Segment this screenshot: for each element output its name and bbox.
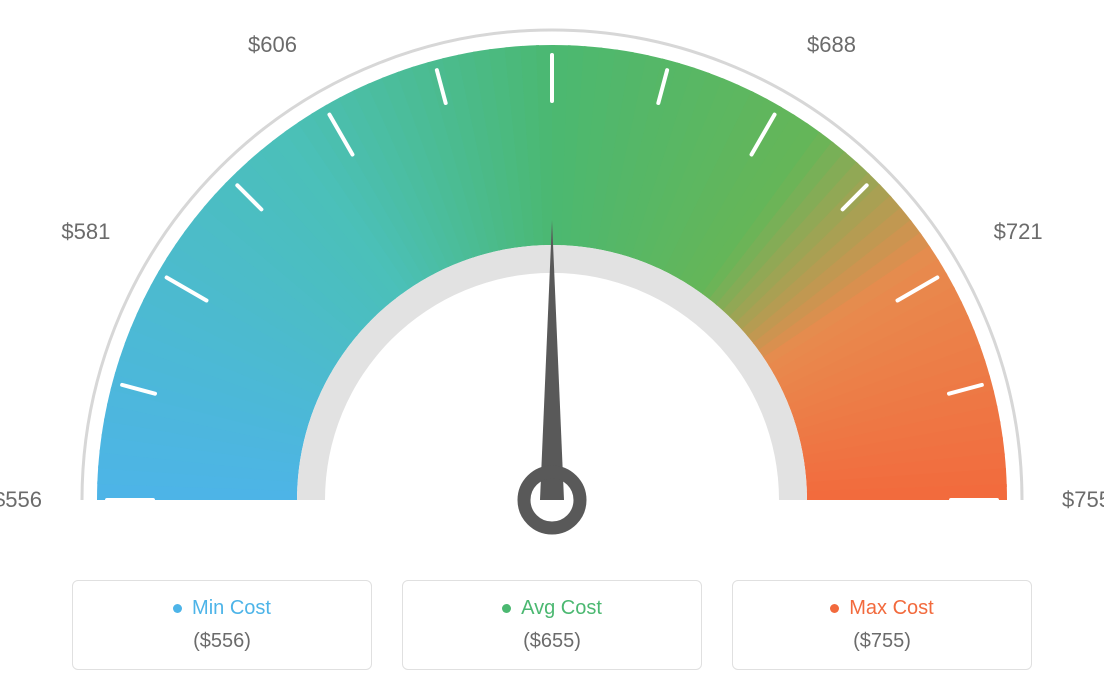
tick-label: $556: [0, 487, 42, 513]
legend-label-text: Max Cost: [849, 597, 933, 620]
legend-title: Avg Cost: [502, 597, 602, 620]
gauge-svg: [0, 0, 1104, 560]
legend-box: Avg Cost ($655): [402, 580, 702, 670]
legend-value: ($556): [93, 630, 351, 653]
legend-row: Min Cost ($556) Avg Cost ($655) Max Cost ($75…: [0, 580, 1104, 670]
tick-label: $721: [994, 219, 1043, 245]
tick-label: $581: [61, 219, 110, 245]
legend-value: ($655): [423, 630, 681, 653]
tick-label: $606: [248, 32, 297, 58]
legend-value: ($755): [753, 630, 1011, 653]
legend-box: Max Cost ($755): [732, 580, 1032, 670]
legend-title: Max Cost: [830, 597, 933, 620]
legend-box: Min Cost ($556): [72, 580, 372, 670]
legend-label-text: Avg Cost: [521, 597, 602, 620]
tick-label: $755: [1062, 487, 1104, 513]
gauge-chart: $556$581$606$655$688$721$755: [0, 0, 1104, 560]
tick-label: $688: [807, 32, 856, 58]
legend-title: Min Cost: [173, 597, 271, 620]
legend-label-text: Min Cost: [192, 597, 271, 620]
